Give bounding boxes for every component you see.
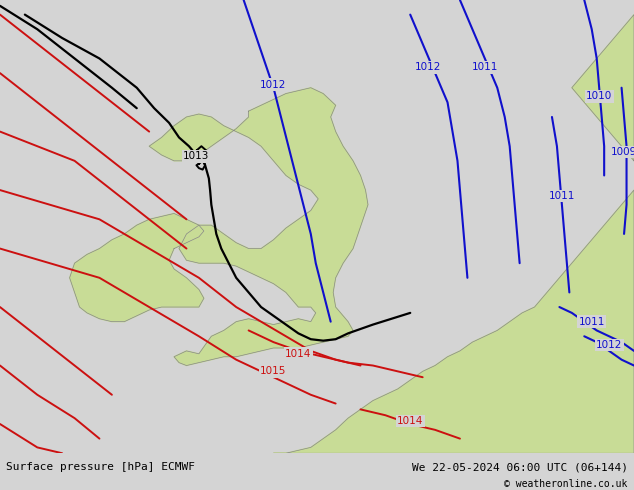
Text: We 22-05-2024 06:00 UTC (06+144): We 22-05-2024 06:00 UTC (06+144) (411, 462, 628, 472)
Text: 1014: 1014 (397, 416, 424, 426)
Polygon shape (70, 214, 204, 321)
Text: 1015: 1015 (261, 367, 287, 376)
Text: 1014: 1014 (285, 349, 311, 359)
Text: 1012: 1012 (261, 80, 287, 90)
Text: 1011: 1011 (548, 191, 575, 201)
Text: 1009: 1009 (611, 147, 634, 157)
Text: 1010: 1010 (586, 92, 612, 101)
Polygon shape (273, 190, 634, 453)
Text: © weatheronline.co.uk: © weatheronline.co.uk (504, 480, 628, 490)
Text: Surface pressure [hPa] ECMWF: Surface pressure [hPa] ECMWF (6, 462, 195, 472)
Text: 1013: 1013 (183, 151, 210, 161)
Polygon shape (572, 15, 634, 161)
Text: 1012: 1012 (415, 62, 441, 72)
Polygon shape (149, 88, 368, 366)
Text: 1011: 1011 (579, 317, 605, 327)
Text: 1012: 1012 (596, 340, 623, 350)
Text: 1011: 1011 (472, 62, 498, 72)
